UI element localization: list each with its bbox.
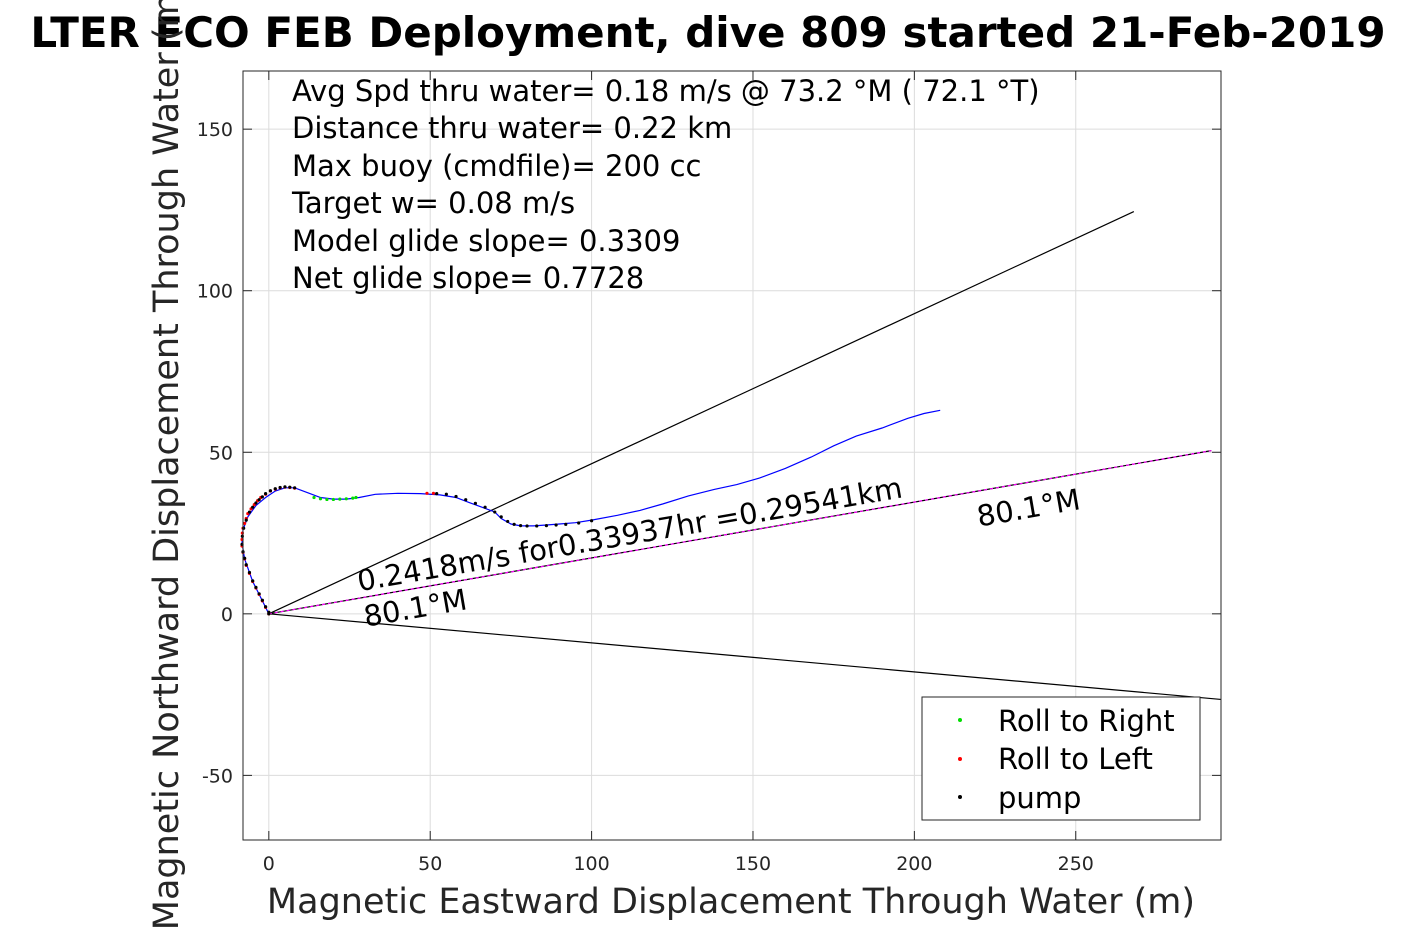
legend-label-pump: pump bbox=[998, 781, 1081, 815]
point-pump bbox=[554, 523, 558, 527]
point-pump bbox=[278, 485, 282, 490]
point-pump bbox=[260, 495, 264, 499]
legend-marker-roll-right bbox=[958, 718, 962, 722]
point-pump bbox=[493, 510, 497, 514]
point-pump bbox=[473, 501, 477, 505]
point-pump bbox=[525, 524, 529, 528]
point-pump bbox=[260, 598, 264, 602]
legend-label-roll-left: Roll to Left bbox=[998, 742, 1153, 776]
point-roll-to-right bbox=[344, 497, 348, 501]
point-roll-to-left bbox=[431, 491, 436, 495]
point-pump bbox=[454, 494, 458, 499]
x-tick-label: 250 bbox=[1058, 853, 1094, 875]
point-pump bbox=[267, 610, 271, 614]
legend: Roll to Right Roll to Left pump bbox=[921, 696, 1201, 821]
info-line: Model glide slope= 0.3309 bbox=[292, 224, 680, 258]
x-tick-label: 150 bbox=[735, 853, 771, 875]
legend-marker-pump bbox=[958, 795, 962, 799]
point-roll-to-left bbox=[425, 491, 429, 495]
point-pump bbox=[512, 522, 516, 526]
x-tick-label: 200 bbox=[896, 853, 932, 875]
axis-ticks: 0 50 100 150 200 250 -50 0 50 100 150 bbox=[197, 71, 1221, 875]
point-pump bbox=[577, 521, 581, 525]
y-tick-label: 0 bbox=[221, 604, 233, 626]
plot-frame bbox=[242, 70, 1222, 841]
info-line: Max buoy (cmdfile)= 200 cc bbox=[292, 149, 701, 183]
point-pump bbox=[254, 585, 258, 589]
point-roll-to-right bbox=[331, 497, 335, 502]
point-pump bbox=[506, 519, 510, 524]
info-line: Net glide slope= 0.7728 bbox=[292, 261, 644, 295]
point-pump bbox=[273, 487, 277, 491]
point-pump bbox=[251, 505, 255, 509]
info-line: Target w= 0.08 m/s bbox=[291, 186, 575, 220]
point-roll-to-right bbox=[351, 496, 355, 500]
legend-marker-roll-left bbox=[958, 757, 962, 761]
point-pump bbox=[244, 518, 248, 522]
point-pump bbox=[293, 486, 297, 490]
point-pump bbox=[244, 563, 248, 567]
legend-box bbox=[921, 696, 1201, 821]
point-pump bbox=[251, 579, 255, 583]
point-pump bbox=[288, 485, 292, 489]
grid bbox=[243, 71, 1221, 840]
point-pump bbox=[254, 501, 258, 505]
point-roll-to-right bbox=[338, 497, 342, 501]
point-pump bbox=[589, 519, 594, 523]
point-pump bbox=[535, 524, 539, 528]
info-text: Avg Spd thru water= 0.18 m/s @ 73.2 °M (… bbox=[291, 74, 1040, 295]
chart-title: LTER ECO FEB Deployment, dive 809 starte… bbox=[30, 8, 1385, 57]
point-pump bbox=[444, 492, 448, 496]
point-pump bbox=[283, 485, 287, 489]
y-tick-label: 150 bbox=[197, 119, 233, 141]
point-pump bbox=[247, 510, 252, 514]
reference-line bbox=[268, 211, 1135, 615]
point-pump bbox=[518, 524, 523, 528]
point-pump bbox=[243, 556, 247, 560]
point-pump bbox=[435, 492, 439, 496]
track-line bbox=[241, 409, 941, 615]
x-axis-label: Magnetic Eastward Displacement Through W… bbox=[267, 882, 1195, 922]
y-tick-label: -50 bbox=[202, 765, 233, 787]
point-roll-to-right bbox=[318, 497, 323, 501]
x-tick-label: 50 bbox=[418, 853, 442, 875]
point-roll-to-right bbox=[354, 495, 358, 500]
point-pump bbox=[257, 498, 261, 502]
point-pump bbox=[483, 505, 487, 509]
point-pump bbox=[464, 498, 468, 502]
point-pump bbox=[263, 605, 268, 609]
x-tick-label: 0 bbox=[263, 853, 275, 875]
info-line: Distance thru water= 0.22 km bbox=[292, 111, 732, 145]
point-roll-to-left bbox=[243, 521, 247, 525]
data-points bbox=[240, 485, 594, 616]
y-tick-label: 50 bbox=[209, 442, 233, 464]
point-pump bbox=[268, 489, 273, 493]
point-roll-to-right bbox=[312, 495, 316, 500]
info-line: Avg Spd thru water= 0.18 m/s @ 73.2 °M (… bbox=[292, 74, 1040, 108]
legend-label-roll-right: Roll to Right bbox=[998, 704, 1175, 738]
reference-line bbox=[268, 450, 1212, 615]
y-tick-label: 100 bbox=[197, 281, 233, 303]
point-pump bbox=[499, 515, 503, 519]
point-pump bbox=[564, 522, 568, 526]
point-pump bbox=[263, 492, 268, 496]
point-roll-to-right bbox=[325, 497, 329, 502]
point-pump bbox=[544, 524, 549, 528]
y-axis-label: Magnetic Northward Displacement Through … bbox=[147, 0, 187, 930]
point-pump bbox=[257, 592, 261, 596]
reference-lines bbox=[268, 211, 1222, 701]
track-polyline bbox=[241, 409, 941, 615]
x-tick-label: 100 bbox=[573, 853, 609, 875]
reference-line bbox=[268, 613, 1222, 701]
point-pump bbox=[247, 570, 252, 575]
